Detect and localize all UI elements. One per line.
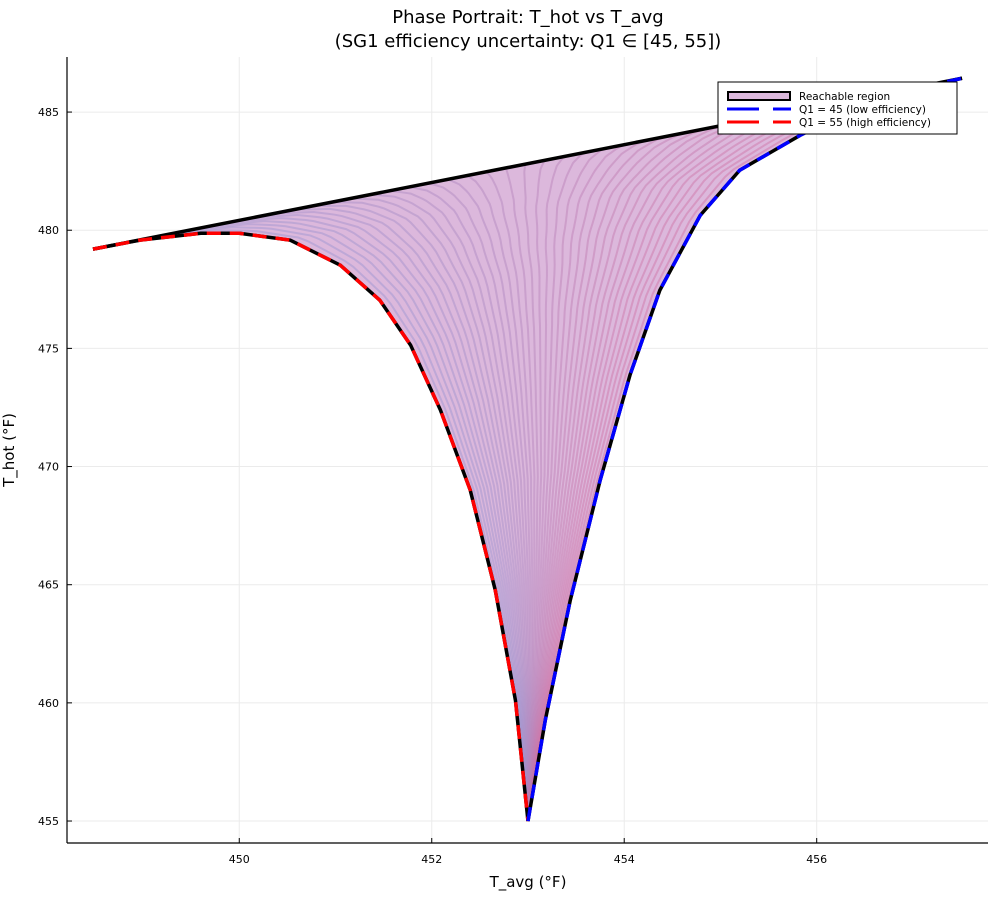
trajectory-curve	[526, 137, 659, 822]
trajectory-curve	[526, 154, 572, 822]
trajectory-curve	[310, 201, 529, 822]
axes: 450 452 454 456 455 460 465 470 475 480 485	[38, 57, 988, 866]
trajectory-curve	[157, 223, 529, 822]
legend-label: Q1 = 55 (high efficiency)	[799, 117, 931, 129]
x-tick-label: 452	[421, 853, 442, 866]
trajectory-curve	[397, 186, 530, 822]
trajectory-curve	[288, 204, 529, 822]
series-q1-55-line	[92, 231, 530, 822]
trajectory-curve	[526, 90, 898, 822]
reachable-region-fill	[92, 78, 963, 822]
trajectory-curve	[526, 158, 550, 822]
trajectory-curve	[462, 175, 532, 822]
y-tick-label: 455	[38, 815, 59, 828]
trajectory-curve	[526, 120, 745, 822]
trajectory-curve	[440, 179, 531, 822]
trajectory-curve	[244, 210, 529, 822]
trajectory-curve	[526, 115, 767, 822]
y-axis-label: T_hot (°F)	[0, 413, 19, 488]
trajectory-curve	[526, 132, 680, 822]
trajectory-curve	[526, 107, 811, 822]
trajectory-curve	[526, 98, 854, 822]
trajectory-curve	[179, 220, 529, 822]
y-tick-label: 480	[38, 224, 59, 237]
y-tick-label: 475	[38, 342, 59, 355]
trajectory-curve	[223, 214, 529, 822]
trajectory-curve	[526, 145, 615, 822]
trajectory-curve	[353, 193, 529, 822]
x-tick-label: 450	[229, 853, 250, 866]
legend-swatch-region	[727, 91, 791, 101]
trajectory-curve	[526, 111, 789, 822]
chart-title: Phase Portrait: T_hot vs T_avg	[392, 7, 663, 28]
trajectory-curve	[331, 197, 529, 822]
trajectory-curve	[375, 190, 529, 822]
trajectory-curve	[483, 171, 534, 822]
reachable-region	[92, 77, 963, 822]
trajectory-curve	[526, 124, 724, 822]
trajectory-curve	[523, 162, 539, 822]
chart-subtitle: (SG1 efficiency uncertainty: Q1 ∈ [45, 5…	[335, 31, 722, 52]
trajectory-curve	[526, 94, 876, 822]
trajectory-curve	[266, 207, 529, 822]
y-tick-label: 470	[38, 461, 59, 474]
legend-label: Q1 = 45 (low efficiency)	[799, 104, 926, 116]
legend-label: Reachable region	[799, 91, 890, 103]
x-tick-label: 454	[614, 853, 635, 866]
trajectory-curve	[418, 182, 530, 822]
x-axis-label: T_avg (°F)	[489, 873, 567, 892]
y-tick-label: 465	[38, 579, 59, 592]
trajectory-curve	[526, 128, 702, 822]
trajectory-curve	[504, 167, 536, 822]
trajectory-curve	[526, 149, 593, 822]
trajectory-curve	[526, 141, 637, 822]
trajectory-curve	[526, 102, 832, 822]
y-tick-label: 460	[38, 697, 59, 710]
y-tick-label: 485	[38, 106, 59, 119]
trajectory-curve	[136, 226, 529, 822]
x-tick-label: 456	[806, 853, 827, 866]
trajectory-curve	[201, 217, 529, 822]
